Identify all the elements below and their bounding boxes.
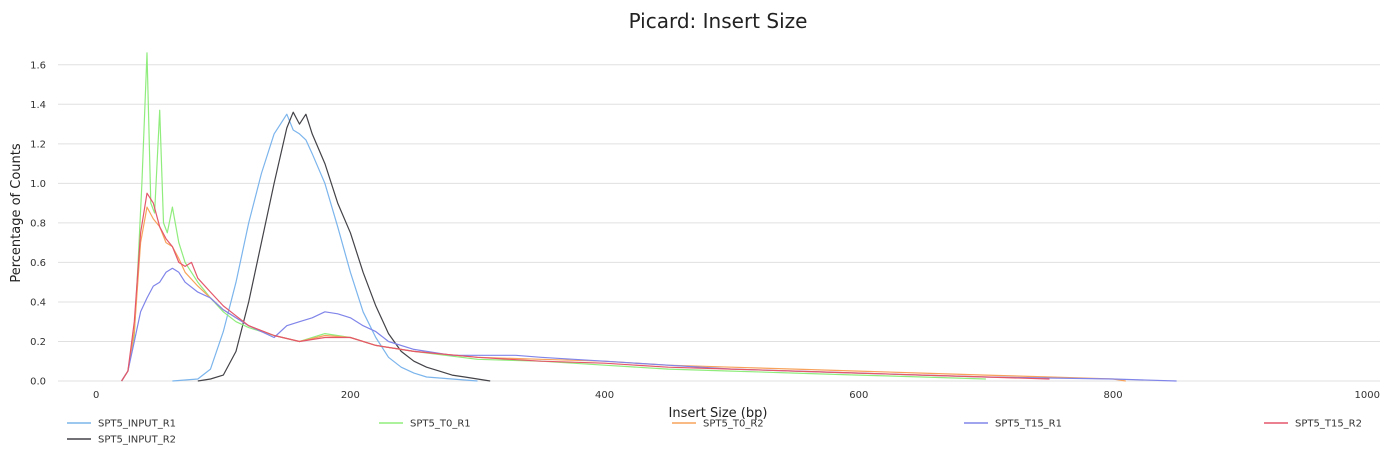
legend: SPT5_INPUT_R1 SPT5_INPUT_R2 SPT5_T0_R1 SPT5… <box>67 419 1362 446</box>
y-tick-label: 0.0 <box>30 377 46 388</box>
series-line <box>121 267 1177 382</box>
chart-title: Picard: Insert Size <box>629 9 808 33</box>
legend-item[interactable]: SPT5_INPUT_R1 <box>67 419 176 430</box>
series-line <box>121 192 1050 382</box>
grid-lines <box>58 64 1380 382</box>
series-line <box>121 52 986 382</box>
x-tick-label: 400 <box>595 390 614 401</box>
legend-item[interactable]: SPT5_T15_R2 <box>1264 419 1362 430</box>
y-tick-label: 0.8 <box>30 218 46 229</box>
series-line <box>121 206 1126 382</box>
x-axis-label: Insert Size (bp) <box>669 406 768 421</box>
legend-item[interactable]: SPT5_INPUT_R2 <box>67 435 176 446</box>
y-tick-label: 1.6 <box>30 60 46 71</box>
x-tick-label: 0 <box>93 390 99 401</box>
legend-label: SPT5_INPUT_R1 <box>98 419 176 430</box>
legend-item[interactable]: SPT5_T0_R2 <box>672 419 764 430</box>
legend-label: SPT5_T15_R1 <box>995 419 1062 430</box>
x-tick-label: 200 <box>341 390 360 401</box>
legend-label: SPT5_T0_R1 <box>410 419 471 430</box>
legend-label: SPT5_T15_R2 <box>1295 419 1362 430</box>
x-tick-label: 600 <box>849 390 868 401</box>
y-tick-label: 1.4 <box>30 100 46 111</box>
legend-item[interactable]: SPT5_T15_R1 <box>964 419 1062 430</box>
series-line <box>172 113 478 382</box>
y-tick-label: 0.6 <box>30 258 46 269</box>
y-tick-label: 0.4 <box>30 297 46 308</box>
legend-label: SPT5_T0_R2 <box>703 419 764 430</box>
legend-label: SPT5_INPUT_R2 <box>98 435 176 446</box>
legend-item[interactable]: SPT5_T0_R1 <box>379 419 471 430</box>
y-axis-label: Percentage of Counts <box>9 143 24 283</box>
x-tick-label: 1000 <box>1355 390 1380 401</box>
series-line <box>197 111 491 382</box>
x-tick-label: 800 <box>1104 390 1123 401</box>
y-tick-labels: 0.0 0.2 0.4 0.6 0.8 1.0 1.2 1.4 1.6 <box>30 60 46 387</box>
y-tick-label: 1.0 <box>30 179 46 190</box>
series-lines <box>121 52 1177 382</box>
y-tick-label: 0.2 <box>30 337 46 348</box>
x-tick-labels: 0 200 400 600 800 1000 <box>93 390 1380 401</box>
y-tick-label: 1.2 <box>30 139 46 150</box>
